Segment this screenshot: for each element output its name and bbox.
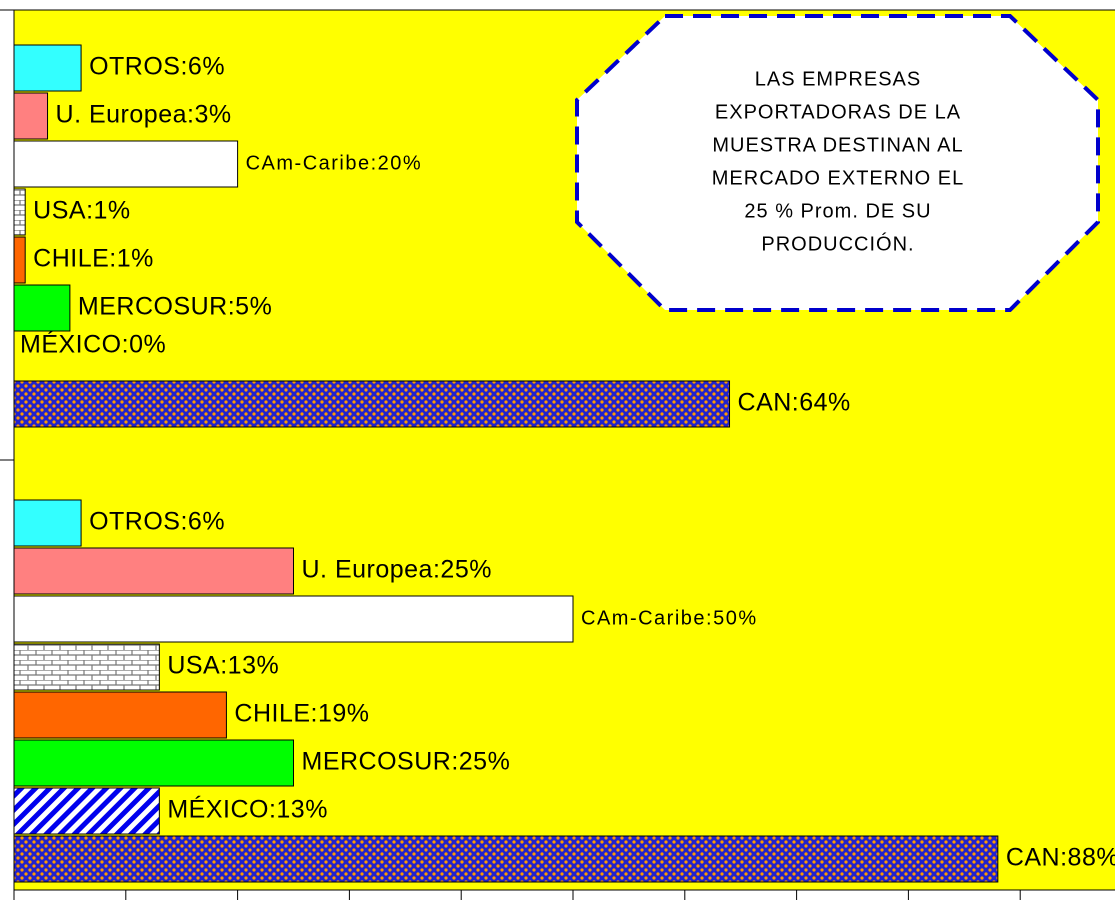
annotation-text: LAS EMPRESAS <box>755 68 922 90</box>
value-label: USA:1% <box>33 197 130 225</box>
annotation-text: MERCADO EXTERNO EL <box>712 167 964 189</box>
bar <box>13 236 26 284</box>
value-label: USA:13% <box>167 652 279 680</box>
bar <box>13 595 574 643</box>
bar <box>13 643 160 691</box>
annotation-text: 25 % Prom. DE SU <box>744 200 931 222</box>
value-label: OTROS:6% <box>89 508 225 536</box>
value-label: U. Europea:25% <box>302 556 492 584</box>
value-label: OTROS:6% <box>89 53 225 81</box>
value-label: MÉXICO:13% <box>167 795 328 824</box>
bar <box>13 140 239 188</box>
bar <box>13 188 26 236</box>
bar <box>13 835 999 883</box>
value-label: CAN:88% <box>1006 844 1115 872</box>
value-label: MÉXICO:0% <box>20 330 166 359</box>
annotation-text: EXPORTADORAS DE LA <box>715 101 961 123</box>
value-label: MERCOSUR:25% <box>302 748 511 776</box>
bar <box>13 380 731 428</box>
value-label: CAm-Caribe:50% <box>581 607 758 629</box>
value-label: CHILE:19% <box>234 700 369 728</box>
bar <box>13 787 160 835</box>
bar <box>13 499 82 547</box>
value-label: MERCOSUR:5% <box>78 293 272 321</box>
annotation-text: MUESTRA DESTINAN AL <box>712 134 963 156</box>
value-label: CAN:64% <box>738 389 851 417</box>
bar <box>13 691 227 739</box>
value-label: U. Europea:3% <box>56 101 232 129</box>
bar <box>13 284 71 332</box>
value-label: CHILE:1% <box>33 245 154 273</box>
bar <box>13 739 294 787</box>
bar <box>13 44 82 92</box>
annotation-text: PRODUCCIÓN. <box>761 232 914 255</box>
bar <box>13 92 49 140</box>
annotation-box <box>575 14 1100 312</box>
value-label: CAm-Caribe:20% <box>246 152 423 174</box>
bar <box>13 547 294 595</box>
